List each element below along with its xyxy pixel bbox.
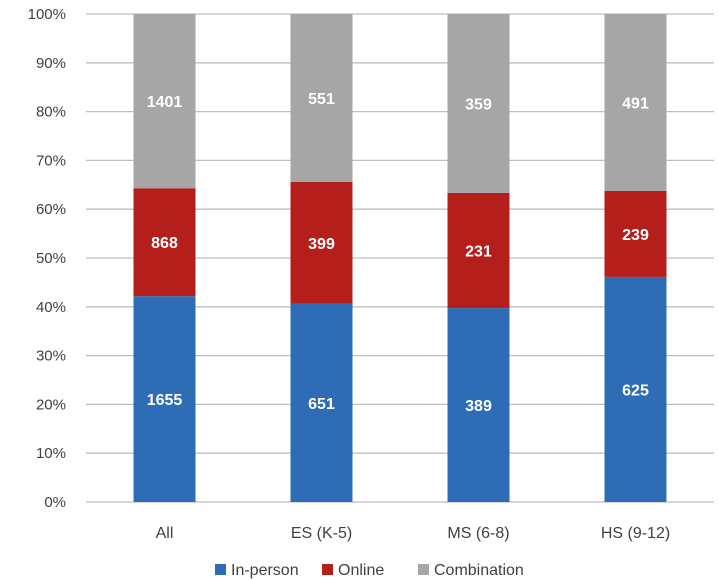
legend-swatch — [215, 564, 226, 575]
data-label: 1655 — [147, 392, 183, 409]
y-tick-label: 90% — [36, 55, 66, 72]
data-label: 1401 — [147, 94, 183, 111]
legend-swatch — [418, 564, 429, 575]
y-tick-label: 0% — [44, 494, 66, 511]
bar-segment-combination — [447, 14, 510, 193]
data-label: 651 — [308, 396, 335, 413]
y-tick-label: 70% — [36, 152, 66, 169]
y-tick-label: 40% — [36, 299, 66, 316]
x-axis-categories: All ES (K-5) MS (6-8) HS (9-12) — [156, 525, 671, 542]
x-category-label: All — [156, 525, 174, 542]
y-tick-label: 80% — [36, 104, 66, 121]
y-tick-label: 50% — [36, 250, 66, 267]
data-label: 551 — [308, 91, 335, 108]
y-tick-label: 30% — [36, 348, 66, 365]
bar-segment-combination — [604, 14, 667, 191]
bar-segment-online — [133, 188, 196, 297]
y-axis-ticks: 0% 10% 20% 30% 40% 50% 60% 70% 80% 90% 100% — [28, 6, 66, 511]
data-label: 399 — [308, 236, 335, 253]
bar-segment-online — [604, 190, 667, 277]
data-label: 625 — [622, 382, 649, 399]
data-label: 239 — [622, 227, 649, 244]
legend-label: Online — [338, 562, 384, 579]
x-category-label: ES (K-5) — [291, 525, 352, 542]
x-category-label: MS (6-8) — [447, 525, 509, 542]
legend-label: In-person — [231, 562, 299, 579]
y-tick-label: 20% — [36, 396, 66, 413]
data-label: 389 — [465, 398, 492, 415]
y-tick-label: 100% — [28, 6, 66, 23]
legend: In-person Online Combination — [215, 562, 524, 579]
bar-segment-online — [290, 181, 353, 304]
data-label: 491 — [622, 95, 649, 112]
bar-segment-combination — [133, 14, 196, 189]
bar-segment-online — [447, 192, 510, 309]
bar-segment-in-person — [604, 276, 667, 502]
bar-segment-in-person — [290, 303, 353, 502]
x-category-label: HS (9-12) — [601, 525, 670, 542]
bar-segment-in-person — [133, 296, 196, 502]
data-label: 359 — [465, 96, 492, 113]
legend-swatch — [322, 564, 333, 575]
data-label: 868 — [151, 235, 178, 252]
data-labels: 1655 868 1401 651 399 551 389 231 359 625 239 491 — [147, 91, 649, 415]
bars — [133, 14, 667, 502]
legend-label: Combination — [434, 562, 524, 579]
bar-segment-in-person — [447, 308, 510, 502]
data-label: 231 — [465, 244, 492, 261]
bar-segment-combination — [290, 14, 353, 182]
y-tick-label: 60% — [36, 201, 66, 218]
y-tick-label: 10% — [36, 445, 66, 462]
